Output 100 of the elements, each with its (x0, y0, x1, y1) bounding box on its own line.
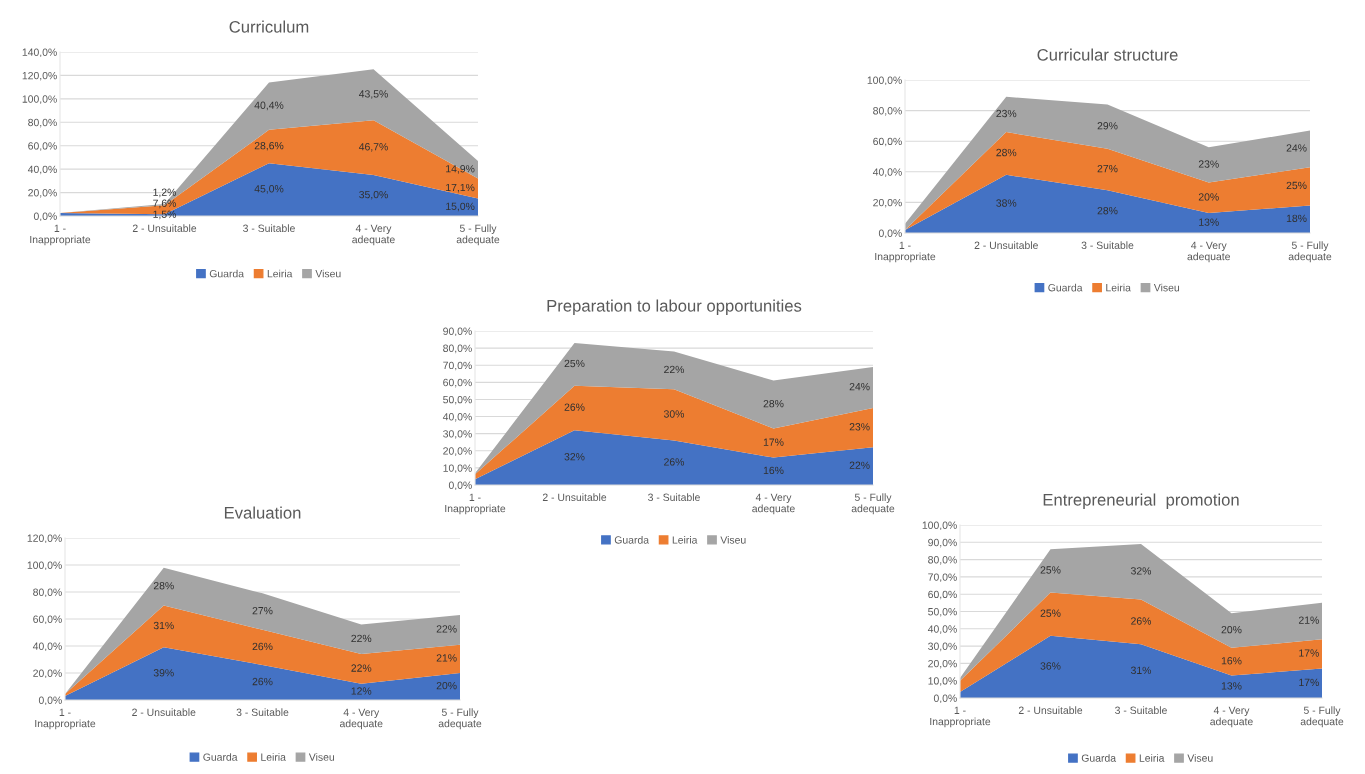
y-tick-label: 40,0% (32, 642, 62, 652)
data-label: 22% (351, 664, 372, 672)
data-label: 24% (849, 382, 870, 391)
data-label: 22% (664, 365, 685, 374)
data-label: 17,1% (446, 183, 475, 193)
x-tick-label: 3 - Suitable (1115, 706, 1167, 714)
x-tick-label: 4 - Very adequate (339, 708, 383, 730)
x-tick-label: 1 - Inappropriate (875, 241, 936, 263)
data-label: 18% (1286, 214, 1307, 223)
y-tick-label: 40,0% (442, 413, 472, 422)
y-tick-label: 0,0% (38, 696, 62, 706)
data-label: 16% (763, 466, 784, 475)
y-tick-label: 100,0% (922, 521, 957, 531)
data-label: 25% (564, 359, 585, 368)
data-label: 20% (1221, 625, 1242, 634)
y-tick-label: 40,0% (27, 165, 57, 175)
data-label: 32% (1130, 567, 1152, 575)
x-tick-label: 4 - Very adequate (352, 224, 395, 246)
legend-label: Leiria (1106, 283, 1131, 292)
data-label: 40,4% (254, 101, 284, 111)
data-label: 26% (252, 677, 273, 686)
data-label: 16% (1221, 657, 1242, 665)
data-label: 30% (663, 410, 685, 418)
x-tick-label: 3 - Suitable (236, 708, 289, 716)
data-label: 36% (1040, 662, 1061, 670)
chart-title: Entrepreneurial promotion (1043, 493, 1239, 510)
y-tick-label: 120,0% (22, 71, 57, 81)
y-tick-label: 90,0% (928, 538, 957, 548)
y-tick-label: 40,0% (872, 168, 902, 177)
y-tick-label: 30,0% (928, 642, 957, 652)
data-label: 25% (1040, 566, 1061, 574)
x-tick-label: 2 - Unsuitable (542, 493, 607, 501)
x-tick-label: 1 - Inappropriate (30, 224, 91, 246)
y-tick-label: 20,0% (873, 198, 902, 208)
y-tick-label: 100,0% (867, 76, 902, 86)
legend-label: Leiria (1139, 754, 1165, 762)
data-label: 17% (763, 438, 784, 446)
y-tick-label: 20,0% (928, 659, 957, 669)
data-label: 32% (564, 453, 585, 461)
data-label: 21% (1298, 616, 1319, 624)
y-tick-label: 80,0% (443, 344, 472, 354)
data-label: 28,6% (254, 141, 284, 151)
data-label: 20% (436, 681, 457, 690)
x-tick-label: 2 - Unsuitable (132, 708, 196, 716)
data-label: 13% (1199, 218, 1219, 226)
data-label: 22% (351, 634, 372, 643)
y-tick-label: 0,0% (933, 694, 957, 704)
y-tick-label: 0,0% (448, 481, 472, 491)
y-tick-label: 10,0% (928, 677, 957, 686)
x-tick-label: 5 - Fully adequate (456, 224, 500, 246)
data-label: 17% (1299, 678, 1319, 687)
data-label: 46,7% (358, 143, 388, 152)
legend-label: Guarda (203, 753, 238, 761)
y-tick-label: 80,0% (928, 556, 957, 565)
data-label: 21% (436, 654, 457, 662)
chart-title: Evaluation (224, 506, 301, 519)
legend-label: Viseu (1187, 754, 1213, 762)
data-label: 28% (763, 400, 784, 408)
data-label: 39% (153, 669, 174, 677)
data-label: 23% (849, 423, 870, 431)
data-label: 27% (1097, 164, 1118, 173)
y-tick-label: 60,0% (33, 615, 62, 625)
data-label: 35,0% (359, 190, 388, 200)
y-tick-label: 0,0% (878, 229, 902, 239)
x-tick-label: 4 - Very adequate (1187, 241, 1231, 263)
x-tick-label: 5 - Fully adequate (1288, 241, 1332, 263)
y-tick-label: 100,0% (22, 95, 57, 104)
x-tick-label: 4 - Very adequate (752, 493, 795, 515)
data-label: 15,0% (446, 202, 475, 212)
legend-label: Guarda (1081, 754, 1117, 762)
data-label: 43,5% (358, 90, 388, 99)
y-tick-label: 60,0% (28, 142, 57, 151)
x-tick-label: 2 - Unsuitable (1018, 706, 1083, 714)
data-label: 17% (1299, 649, 1319, 657)
data-label: 26% (1131, 617, 1152, 625)
y-tick-label: 120,0% (27, 534, 62, 544)
y-tick-label: 70,0% (443, 361, 472, 371)
data-label: 45,0% (254, 185, 284, 194)
x-tick-label: 5 - Fully adequate (438, 708, 482, 730)
y-tick-label: 140,0% (22, 48, 57, 58)
y-tick-label: 60,0% (443, 378, 472, 388)
data-label: 27% (252, 606, 273, 615)
data-label: 38% (996, 199, 1017, 207)
chart-title: Curriculum (229, 20, 309, 33)
data-label: 23% (1198, 160, 1219, 168)
y-tick-label: 20,0% (28, 189, 57, 198)
y-tick-label: 80,0% (28, 118, 57, 128)
legend-label: Guarda (1048, 283, 1083, 292)
x-tick-label: 3 - Suitable (648, 493, 700, 501)
x-tick-label: 1 - Inappropriate (930, 706, 991, 728)
legend-label: Viseu (1153, 283, 1180, 292)
y-tick-label: 80,0% (873, 107, 902, 116)
y-tick-label: 50,0% (443, 395, 472, 405)
data-label: 28% (153, 582, 174, 590)
y-tick-label: 20,0% (443, 447, 472, 456)
data-label: 12% (351, 687, 372, 695)
legend-label: Guarda (209, 269, 245, 278)
data-label: 28% (1097, 207, 1118, 215)
y-tick-label: 50,0% (928, 608, 957, 617)
data-label: 26% (564, 403, 585, 411)
